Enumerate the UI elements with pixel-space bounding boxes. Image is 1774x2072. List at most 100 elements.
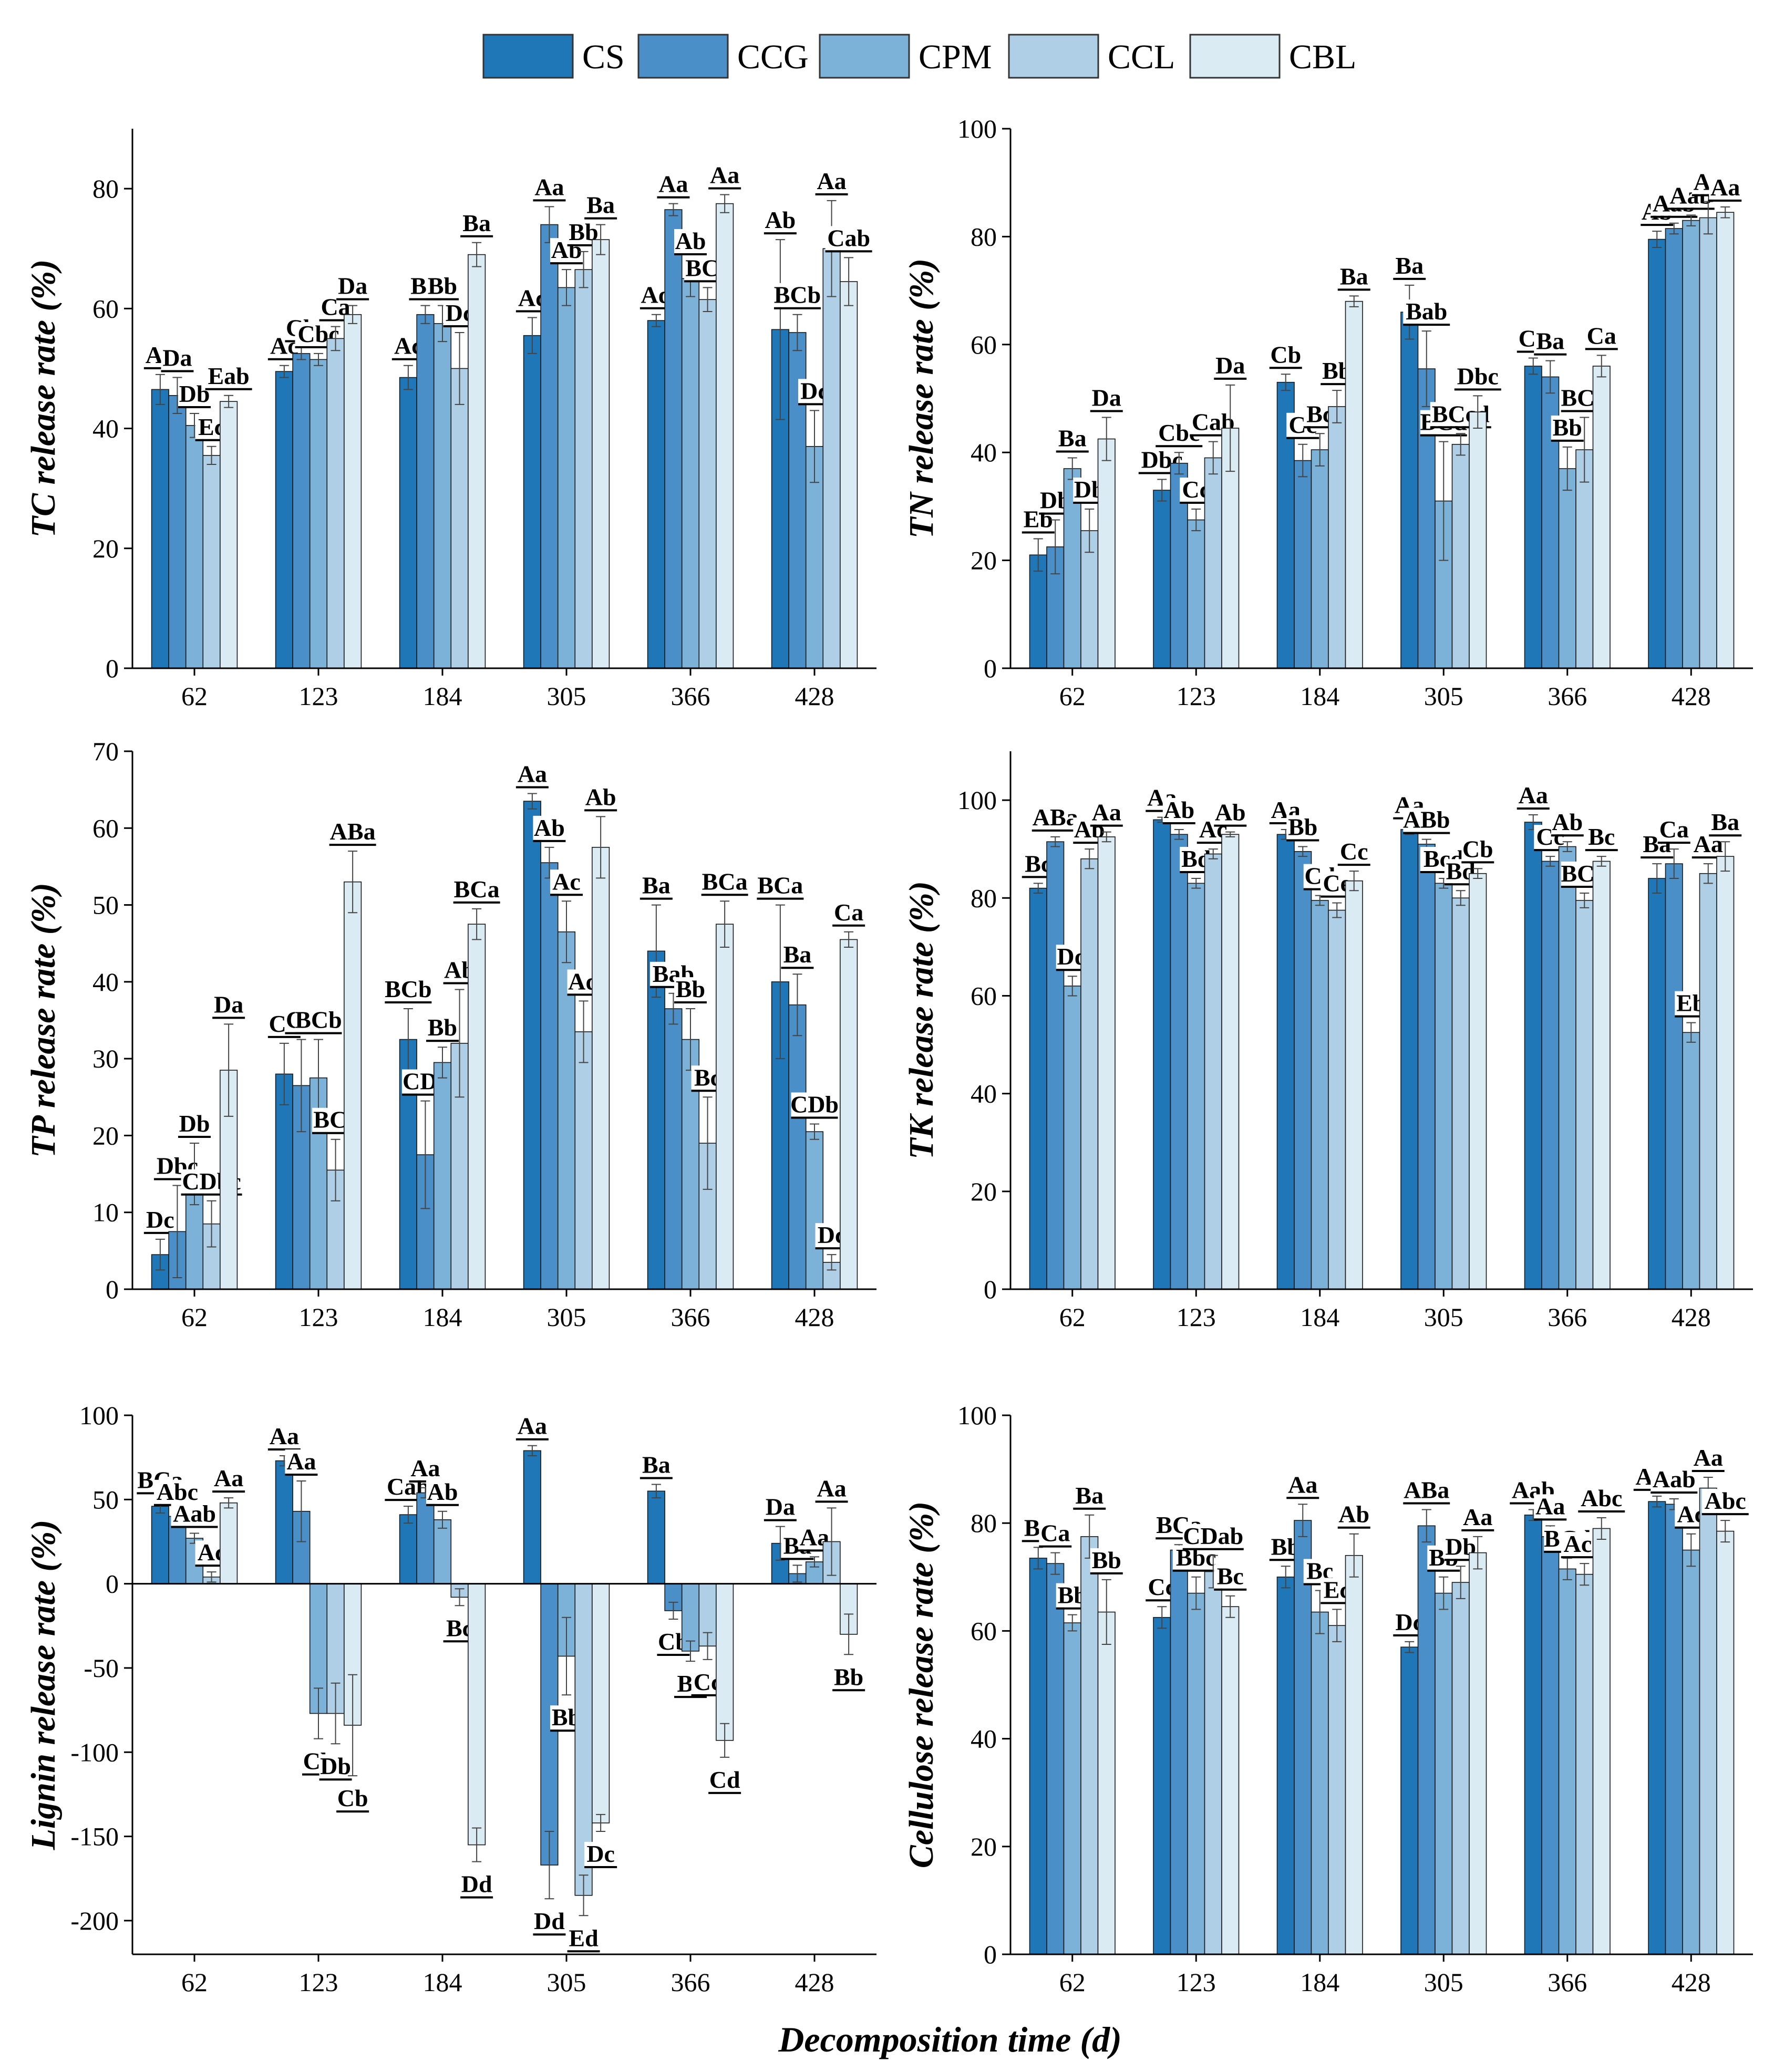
bar-cpm <box>1187 1592 1205 1955</box>
bar-cbl <box>1469 873 1487 1290</box>
bar-cbl <box>716 203 734 669</box>
y-tick-label: 30 <box>92 1044 119 1073</box>
significance-letter: BCb <box>295 1007 342 1033</box>
sig-label-bg <box>1709 810 1742 835</box>
sig-label-bg <box>773 283 821 307</box>
y-tick-label: 70 <box>92 737 119 766</box>
y-axis-title: Lignin release rate (%) <box>24 1520 63 1851</box>
sig-label-bg <box>319 1754 352 1779</box>
bar-cs <box>1400 829 1419 1290</box>
bar-ccg <box>1170 834 1188 1290</box>
y-tick-label: -200 <box>70 1906 119 1935</box>
bar-ccl <box>1451 897 1470 1290</box>
bar-cbl <box>1221 1606 1240 1955</box>
bar-cbl <box>468 1583 486 1846</box>
significance-letter: Bb <box>1092 1547 1121 1573</box>
significance-letter: Aa <box>1519 782 1548 809</box>
significance-letter: Aa <box>410 1455 440 1482</box>
bar-cs <box>1029 554 1047 669</box>
chart-panel-3: 010203040506070DcDbcDbCDbcDa62CbCbBCbBCc… <box>24 737 876 1332</box>
x-tick-label: 305 <box>1424 1302 1463 1332</box>
bar-cs <box>1648 239 1666 669</box>
bar-ccg <box>1417 844 1436 1290</box>
sig-label-bg <box>409 1456 442 1480</box>
y-tick-label: 0 <box>106 1275 119 1304</box>
x-tick-label: 123 <box>1177 681 1216 711</box>
bar-cs <box>151 1506 169 1584</box>
significance-letter: CDb <box>790 1091 839 1117</box>
bar-cs <box>1276 1577 1295 1955</box>
significance-letter: Aa <box>518 760 547 787</box>
legend-item-ccg: CCG <box>637 34 809 79</box>
y-tick-label: 20 <box>971 1832 997 1861</box>
bar-cs <box>1524 366 1542 669</box>
sig-label-bg <box>336 274 369 298</box>
sig-label-bg <box>1403 1478 1450 1503</box>
sig-label-bg <box>1286 1473 1319 1497</box>
significance-letter: Da <box>766 1494 795 1520</box>
significance-letter: BCb <box>385 976 431 1002</box>
significance-letter: Ed <box>569 1924 599 1951</box>
y-tick-label: 0 <box>106 654 119 683</box>
sig-label-bg <box>1585 324 1618 348</box>
sig-label-bg <box>791 1092 838 1117</box>
bar-ccl <box>1699 217 1717 669</box>
bar-ccl <box>1328 909 1346 1290</box>
sig-label-bg <box>1090 1548 1123 1572</box>
y-tick-label: 0 <box>984 1940 997 1969</box>
bar-cbl <box>1716 856 1735 1290</box>
sig-label-bg <box>781 942 814 967</box>
sig-label-bg <box>336 1786 369 1811</box>
y-tick-label: 80 <box>971 883 997 913</box>
significance-letter: Ab <box>765 206 796 233</box>
sig-label-bg <box>1551 810 1584 835</box>
significance-letter: Aab <box>173 1500 216 1527</box>
sig-label-bg <box>426 1016 459 1040</box>
significance-letter: Db <box>179 1110 210 1137</box>
legend-item-ccl: CCL <box>1008 34 1175 79</box>
bar-ccg <box>1665 228 1683 669</box>
bar-cpm <box>1558 1568 1576 1955</box>
bar-cs <box>1400 312 1419 669</box>
bar-cpm <box>1311 449 1329 669</box>
significance-letter: Cb <box>337 1785 368 1811</box>
legend-swatch <box>819 34 910 79</box>
significance-letter: Ca <box>834 899 863 926</box>
x-axis-title: Decomposition time (d) <box>778 2019 1121 2059</box>
y-tick-label: 0 <box>984 654 997 683</box>
sig-label-bg <box>1286 815 1319 840</box>
bar-ccl <box>1328 406 1346 669</box>
significance-letter: Cb <box>1462 835 1493 862</box>
significance-letter: Ca <box>1587 322 1616 349</box>
x-tick-label: 62 <box>1059 1967 1086 1997</box>
x-tick-label: 305 <box>547 1967 586 1997</box>
sig-label-bg <box>515 1414 549 1438</box>
significance-letter: Bb <box>428 273 457 299</box>
bar-cs <box>399 377 417 669</box>
bar-cs <box>275 1460 293 1584</box>
significance-letter: BCa <box>702 868 748 895</box>
sig-label-bg <box>533 175 566 200</box>
significance-letter: Db <box>179 380 210 407</box>
significance-letter: Ba <box>1711 809 1739 835</box>
significance-letter: Bb <box>1553 414 1582 441</box>
legend-swatch <box>1189 34 1281 79</box>
sig-label-bg <box>640 873 673 898</box>
sig-label-bg <box>385 977 432 1002</box>
legend-label: CCG <box>737 38 809 76</box>
significance-letter: Ca <box>1040 1520 1070 1547</box>
significance-letter: Aa <box>1535 1493 1565 1519</box>
bar-cpm <box>1682 220 1700 669</box>
sig-label-bg <box>708 1767 741 1792</box>
sig-label-bg <box>757 873 804 898</box>
x-tick-label: 184 <box>423 1302 462 1332</box>
significance-letter: BCb <box>774 282 821 308</box>
legend: CS CCG CPM CCL CBL <box>482 34 1356 79</box>
significance-letter: Ab <box>1552 809 1583 835</box>
x-tick-label: 123 <box>299 1967 338 1997</box>
x-tick-label: 428 <box>1672 1302 1711 1332</box>
bar-cpm <box>1435 883 1453 1290</box>
significance-letter: Dc <box>586 1840 615 1867</box>
sig-label-bg <box>161 346 194 370</box>
bar-ccg <box>1417 1525 1436 1955</box>
